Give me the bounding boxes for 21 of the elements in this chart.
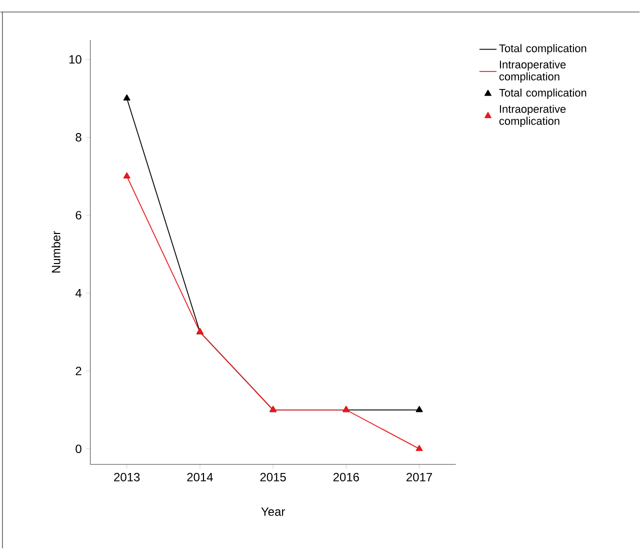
- point: [416, 445, 423, 452]
- y-tick-label: 8: [76, 133, 82, 142]
- y-tick-label: 4: [75, 289, 82, 298]
- y-axis-title: Number: [52, 231, 60, 273]
- legend-label: Total complication: [499, 44, 586, 55]
- point: [416, 406, 423, 412]
- x-tick-label: 2013: [114, 473, 140, 482]
- legend-label: Total complication: [499, 88, 586, 99]
- x-axis-title: Year: [261, 508, 285, 516]
- point: [123, 172, 130, 179]
- legend-label: Intraoperative complication: [499, 60, 566, 83]
- y-tick-label: 6: [76, 211, 82, 220]
- legend-label: Intraoperative complication: [499, 104, 566, 128]
- x-tick-label: 2015: [260, 473, 286, 482]
- y-tick-label: 2: [76, 366, 82, 376]
- x-tick-label: 2016: [333, 473, 359, 482]
- x-tick-label: 2014: [187, 473, 213, 482]
- point: [123, 94, 130, 101]
- y-tick-label: 0: [76, 444, 82, 454]
- x-tick-label: 2017: [406, 473, 432, 482]
- y-tick-label: 10: [69, 55, 82, 64]
